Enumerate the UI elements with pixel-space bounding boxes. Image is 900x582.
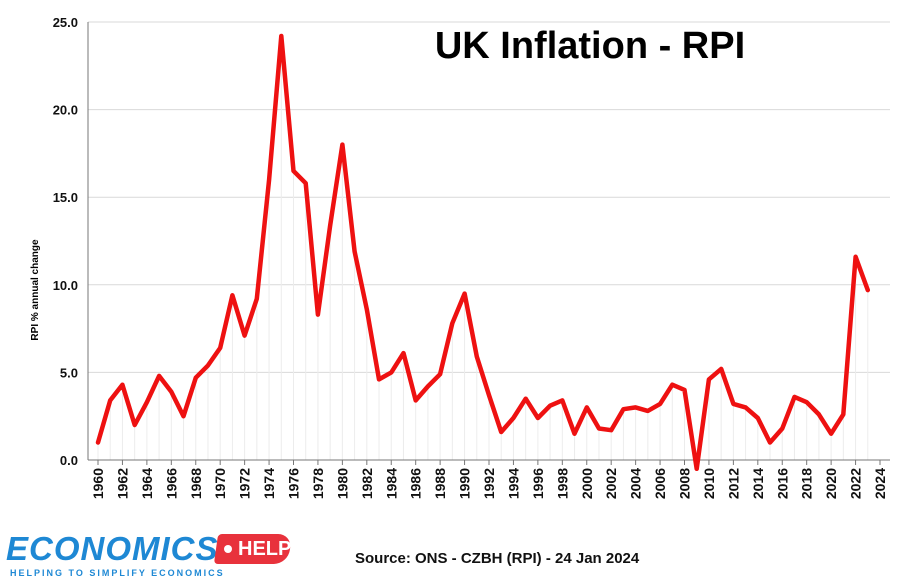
x-tick-label: 2002 <box>603 468 619 499</box>
chart-title: UK Inflation - RPI <box>435 25 745 67</box>
source-note: Source: ONS - CZBH (RPI) - 24 Jan 2024 <box>355 550 640 567</box>
logo-dot <box>224 545 232 553</box>
x-tick-label: 1972 <box>237 468 253 499</box>
y-tick-label: 5.0 <box>60 365 78 380</box>
y-tick-label: 25.0 <box>53 15 78 30</box>
x-tick-label: 2012 <box>725 468 741 499</box>
x-tick-label: 1982 <box>359 468 375 499</box>
x-tick-label: 2004 <box>628 468 644 499</box>
x-tick-label: 1998 <box>554 468 570 499</box>
x-tick-label: 1986 <box>408 468 424 499</box>
x-tick-label: 2024 <box>872 468 888 499</box>
x-tick-label: 1988 <box>432 468 448 499</box>
x-tick-label: 1960 <box>90 468 106 499</box>
x-tick-label: 2022 <box>848 468 864 499</box>
y-axis-label: RPI % annual change <box>30 239 41 341</box>
x-tick-label: 1970 <box>212 468 228 499</box>
x-tick-label: 1966 <box>163 468 179 499</box>
x-tick-label: 1994 <box>505 468 521 499</box>
x-tick-label: 1964 <box>139 468 155 499</box>
x-tick-label: 1968 <box>188 468 204 499</box>
y-axis: 0.0 5.0 10.0 15.0 20.0 25.0 <box>53 15 89 468</box>
x-tick-label: 2014 <box>750 468 766 499</box>
y-tick-label: 15.0 <box>53 190 78 205</box>
x-tick-label: 1980 <box>334 468 350 499</box>
x-tick-label: 1992 <box>481 468 497 499</box>
x-tick-label: 1978 <box>310 468 326 499</box>
logo-badge-text: HELP <box>238 538 292 560</box>
x-tick-label: 1990 <box>457 468 473 499</box>
logo-tagline: HELPING TO SIMPLIFY ECONOMICS <box>10 568 225 578</box>
x-axis: 1960 1962 1964 1966 1968 1970 1972 1974 1976 1978… <box>88 459 890 499</box>
x-tick-label: 2020 <box>823 468 839 499</box>
x-tick-label: 1976 <box>286 468 302 499</box>
x-tick-label: 1974 <box>261 468 277 499</box>
grid <box>88 21 890 469</box>
x-tick-label: 1996 <box>530 468 546 499</box>
x-tick-label: 2006 <box>652 468 668 499</box>
y-tick-label: 20.0 <box>53 103 78 118</box>
x-tick-label: 2008 <box>677 468 693 499</box>
x-tick-label: 1962 <box>114 468 130 499</box>
x-tick-label: 1984 <box>383 468 399 499</box>
y-tick-label: 10.0 <box>53 278 78 293</box>
series-layer <box>95 33 871 472</box>
series-line-rpi <box>95 33 871 472</box>
y-tick-label: 0.0 <box>60 453 78 468</box>
x-tick-label: 2016 <box>774 468 790 499</box>
x-tick-label: 2000 <box>579 468 595 499</box>
economics-help-logo: ECONOMICS HELP HELPING TO SIMPLIFY ECONO… <box>6 530 296 580</box>
x-tick-label: 2010 <box>701 468 717 499</box>
logo-name: ECONOMICS <box>6 530 219 567</box>
x-tick-label: 2018 <box>799 468 815 499</box>
